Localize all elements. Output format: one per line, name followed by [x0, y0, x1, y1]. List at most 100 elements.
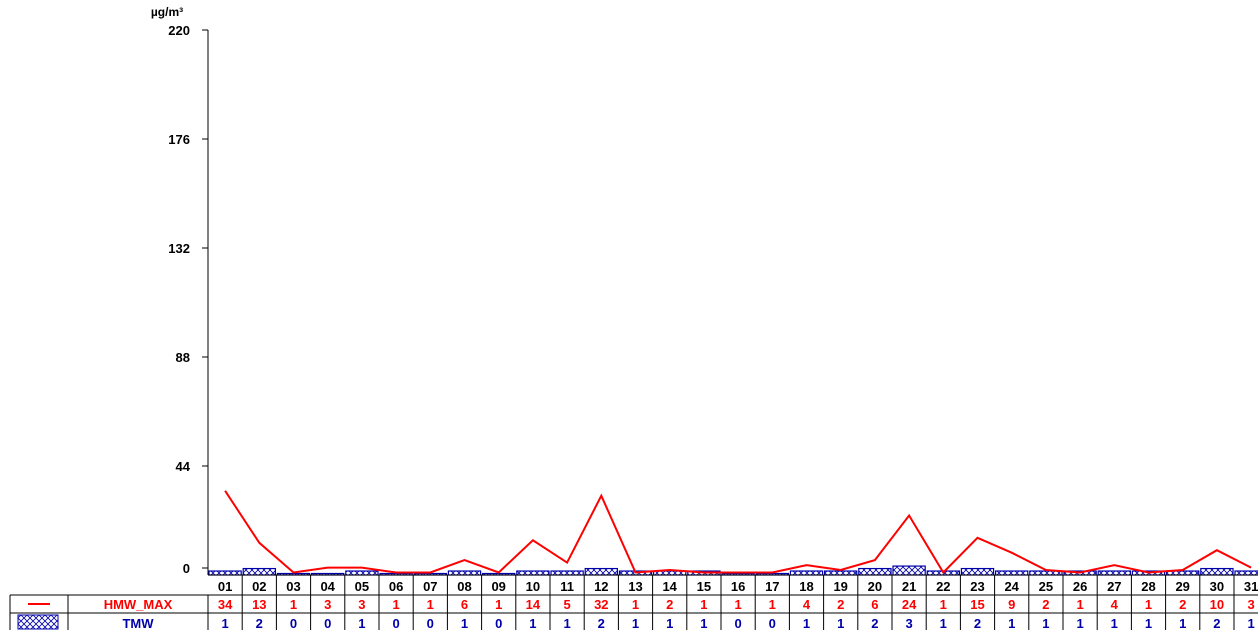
tmw-value: 1 — [666, 616, 673, 630]
tmw-value: 3 — [905, 616, 912, 630]
y-tick-label: 0 — [183, 561, 190, 576]
tmw-value: 1 — [1042, 616, 1049, 630]
tmw-bar — [345, 570, 379, 576]
hmw-max-value: 4 — [803, 597, 811, 612]
x-tick-label: 31 — [1244, 579, 1258, 594]
tmw-value: 1 — [563, 616, 570, 630]
hmw-max-value: 4 — [1111, 597, 1119, 612]
hmw-max-value: 3 — [1247, 597, 1254, 612]
tmw-value: 1 — [837, 616, 844, 630]
hmw-max-value: 2 — [666, 597, 673, 612]
hmw-max-value: 6 — [461, 597, 468, 612]
hmw-max-value: 1 — [427, 597, 434, 612]
tmw-value: 1 — [1111, 616, 1118, 630]
x-tick-label: 13 — [628, 579, 642, 594]
x-tick-label: 03 — [286, 579, 300, 594]
x-tick-label: 27 — [1107, 579, 1121, 594]
x-tick-label: 28 — [1141, 579, 1155, 594]
tmw-bar — [516, 570, 550, 576]
x-tick-label: 05 — [355, 579, 369, 594]
hmw-max-value: 1 — [734, 597, 741, 612]
tmw-value: 1 — [358, 616, 365, 630]
legend-hmw-max-label: HMW_MAX — [104, 597, 173, 612]
hmw-max-value: 9 — [1008, 597, 1015, 612]
legend-tmw-label: TMW — [122, 616, 154, 630]
tmw-bar — [1097, 570, 1131, 576]
x-tick-label: 22 — [936, 579, 950, 594]
x-tick-label: 21 — [902, 579, 916, 594]
x-tick-label: 14 — [662, 579, 677, 594]
tmw-bar — [960, 567, 995, 576]
tmw-bar — [858, 567, 892, 576]
hmw-max-value: 32 — [594, 597, 608, 612]
tmw-value: 1 — [700, 616, 707, 630]
x-tick-label: 02 — [252, 579, 266, 594]
x-tick-label: 11 — [560, 579, 574, 594]
tmw-value: 1 — [1008, 616, 1015, 630]
x-tick-label: 04 — [320, 579, 335, 594]
x-tick-label: 30 — [1210, 579, 1224, 594]
y-tick-label: 220 — [168, 23, 190, 38]
tmw-value: 1 — [529, 616, 536, 630]
tmw-bar — [208, 570, 242, 576]
hmw-max-value: 1 — [632, 597, 639, 612]
tmw-value: 1 — [940, 616, 947, 630]
tmw-bar — [447, 570, 482, 576]
y-tick-label: 132 — [168, 241, 190, 256]
tmw-value: 0 — [427, 616, 434, 630]
hmw-max-value: 5 — [563, 597, 570, 612]
x-tick-label: 16 — [731, 579, 745, 594]
tmw-value: 0 — [392, 616, 399, 630]
hmw-max-value: 1 — [769, 597, 776, 612]
x-tick-label: 07 — [423, 579, 437, 594]
tmw-value: 1 — [221, 616, 228, 630]
hmw-max-value: 1 — [700, 597, 707, 612]
hmw-max-value: 1 — [1145, 597, 1152, 612]
tmw-value: 2 — [256, 616, 263, 630]
tmw-value: 0 — [324, 616, 331, 630]
hmw-max-value: 1 — [940, 597, 947, 612]
hmw-max-value: 34 — [218, 597, 233, 612]
value-table: HMW_MAXTMW013410213203100430053106100710… — [9, 574, 1258, 630]
tmw-value: 2 — [871, 616, 878, 630]
tmw-bar — [550, 570, 584, 576]
tmw-value: 0 — [290, 616, 297, 630]
hmw-max-value: 3 — [324, 597, 331, 612]
x-tick-label: 01 — [218, 579, 232, 594]
y-axis: µg/m³ 0 44 88 132 176 220 — [151, 5, 209, 576]
hmw-max-line — [224, 490, 1252, 575]
tmw-value: 2 — [598, 616, 605, 630]
tmw-bar — [1200, 567, 1234, 576]
x-tick-label: 24 — [1004, 579, 1019, 594]
tmw-value: 1 — [1247, 616, 1254, 630]
tmw-bar — [823, 570, 858, 576]
hmw-max-value: 6 — [871, 597, 878, 612]
tmw-value: 1 — [1145, 616, 1152, 630]
hmw-max-value: 1 — [392, 597, 399, 612]
hmw-max-value: 2 — [837, 597, 844, 612]
y-axis-unit: µg/m³ — [151, 5, 183, 19]
hmw-max-value: 15 — [970, 597, 984, 612]
tmw-value: 1 — [461, 616, 468, 630]
hmw-max-value: 10 — [1210, 597, 1224, 612]
tmw-value: 0 — [769, 616, 776, 630]
y-tick-label: 44 — [176, 459, 191, 474]
x-tick-label: 09 — [491, 579, 505, 594]
tmw-value: 1 — [1076, 616, 1083, 630]
x-tick-label: 18 — [799, 579, 813, 594]
tmw-value: 0 — [734, 616, 741, 630]
tmw-value: 2 — [974, 616, 981, 630]
x-tick-label: 25 — [1039, 579, 1053, 594]
hmw-max-value: 2 — [1179, 597, 1186, 612]
legend-bar-swatch — [17, 614, 59, 630]
x-tick-label: 06 — [389, 579, 403, 594]
tmw-bar — [1234, 570, 1258, 576]
tmw-bar — [584, 567, 619, 576]
x-tick-label: 20 — [868, 579, 882, 594]
hmw-max-value: 1 — [290, 597, 297, 612]
hmw-max-value: 3 — [358, 597, 365, 612]
x-tick-label: 08 — [457, 579, 471, 594]
tmw-value: 1 — [632, 616, 639, 630]
x-tick-label: 29 — [1175, 579, 1189, 594]
hmw-max-value: 1 — [495, 597, 502, 612]
